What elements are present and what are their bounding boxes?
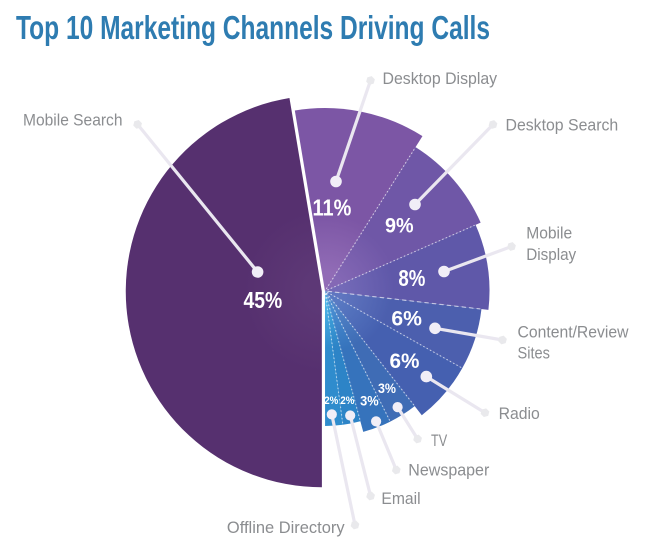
svg-text:9%: 9%: [385, 214, 414, 237]
svg-text:3%: 3%: [378, 381, 396, 396]
svg-text:Mobile: Mobile: [526, 224, 572, 243]
svg-text:Mobile Search: Mobile Search: [23, 111, 123, 130]
svg-text:Offline Directory: Offline Directory: [227, 518, 345, 537]
svg-text:6%: 6%: [390, 350, 420, 373]
svg-text:Radio: Radio: [499, 404, 540, 423]
svg-text:8%: 8%: [398, 265, 425, 291]
svg-text:11%: 11%: [313, 195, 352, 221]
svg-text:Desktop Display: Desktop Display: [383, 69, 498, 88]
svg-text:6%: 6%: [391, 308, 422, 331]
svg-text:Desktop Search: Desktop Search: [506, 116, 619, 135]
svg-text:45%: 45%: [243, 287, 282, 313]
svg-text:2%: 2%: [340, 395, 354, 407]
svg-text:2%: 2%: [324, 395, 338, 407]
svg-text:Newspaper: Newspaper: [408, 461, 489, 480]
svg-text:Content/Review: Content/Review: [518, 322, 630, 341]
svg-text:Email: Email: [381, 489, 420, 508]
svg-text:TV: TV: [431, 431, 448, 450]
svg-text:Display: Display: [526, 245, 576, 264]
svg-text:Top 10 Marketing Channels Driv: Top 10 Marketing Channels Driving Calls: [16, 9, 490, 46]
svg-text:3%: 3%: [360, 393, 379, 408]
svg-text:Sites: Sites: [518, 344, 550, 363]
